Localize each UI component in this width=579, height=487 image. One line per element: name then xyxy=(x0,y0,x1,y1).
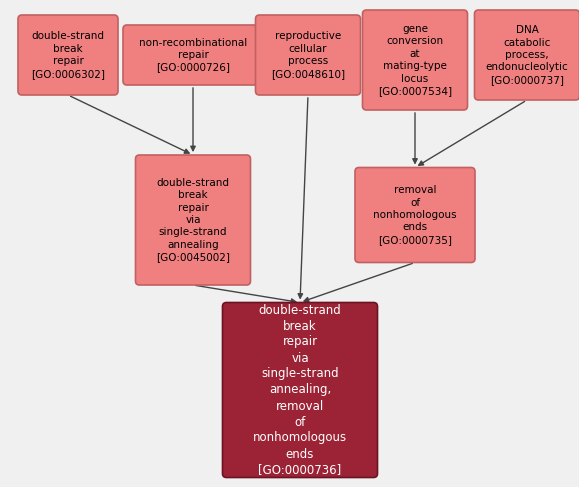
FancyBboxPatch shape xyxy=(18,15,118,95)
Text: DNA
catabolic
process,
endonucleolytic
[GO:0000737]: DNA catabolic process, endonucleolytic [… xyxy=(486,25,569,85)
Text: double-strand
break
repair
[GO:0006302]: double-strand break repair [GO:0006302] xyxy=(31,31,105,78)
FancyBboxPatch shape xyxy=(475,10,579,100)
FancyBboxPatch shape xyxy=(362,10,467,110)
FancyBboxPatch shape xyxy=(355,168,475,262)
FancyBboxPatch shape xyxy=(123,25,263,85)
FancyBboxPatch shape xyxy=(255,15,361,95)
FancyBboxPatch shape xyxy=(222,302,378,477)
Text: reproductive
cellular
process
[GO:0048610]: reproductive cellular process [GO:004861… xyxy=(271,31,345,78)
Text: removal
of
nonhomologous
ends
[GO:0000735]: removal of nonhomologous ends [GO:000073… xyxy=(373,185,457,245)
Text: non-recombinational
repair
[GO:0000726]: non-recombinational repair [GO:0000726] xyxy=(139,37,247,73)
Text: double-strand
break
repair
via
single-strand
annealing,
removal
of
nonhomologous: double-strand break repair via single-st… xyxy=(253,303,347,476)
Text: gene
conversion
at
mating-type
locus
[GO:0007534]: gene conversion at mating-type locus [GO… xyxy=(378,24,452,96)
FancyBboxPatch shape xyxy=(135,155,251,285)
Text: double-strand
break
repair
via
single-strand
annealing
[GO:0045002]: double-strand break repair via single-st… xyxy=(156,178,230,262)
